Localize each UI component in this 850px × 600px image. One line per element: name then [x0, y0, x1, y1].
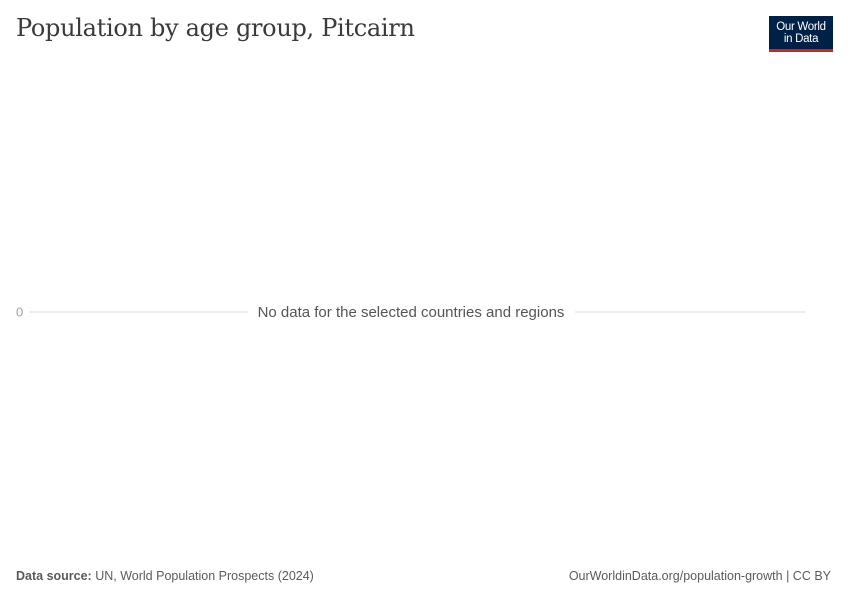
logo-line-1: Our World [776, 21, 826, 33]
y-tick-label: 0 [16, 305, 23, 320]
data-source: Data source: UN, World Population Prospe… [16, 569, 314, 583]
logo-line-2: in Data [783, 33, 819, 45]
source-url-link[interactable]: OurWorldinData.org/population-growth [568, 569, 783, 583]
footer-links: OurWorldinData.org/population-growth | C… [568, 569, 831, 583]
source-label: Data source: [16, 569, 92, 583]
license-link[interactable]: CC BY [792, 569, 831, 583]
no-data-message: No data for the selected countries and r… [258, 304, 565, 321]
owid-logo[interactable]: Our World in Data [769, 16, 833, 52]
source-text: UN, World Population Prospects (2024) [95, 569, 314, 583]
chart-title: Population by age group, Pitcairn [16, 14, 415, 42]
